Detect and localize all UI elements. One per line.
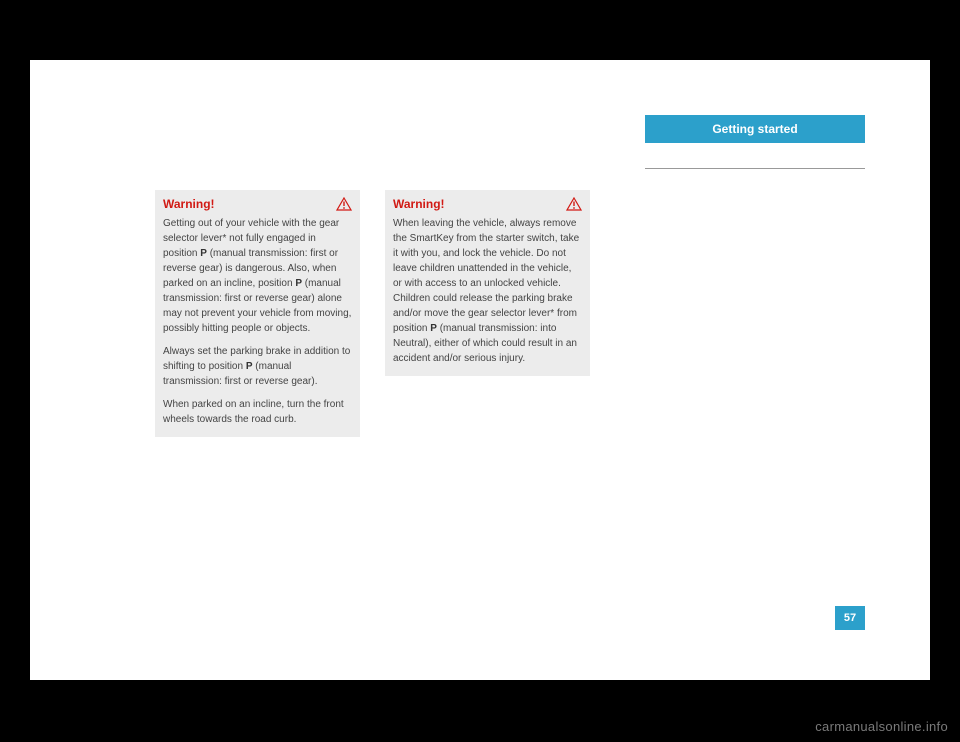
text-span: When leaving the vehicle, always remove … — [393, 218, 579, 334]
bold-p: P — [246, 361, 253, 372]
watermark: carmanualsonline.info — [815, 719, 948, 734]
warning-box-left: Warning! Getting out of your vehicle wit… — [155, 190, 360, 437]
warning-title: Warning! — [393, 197, 445, 211]
warning-header: Warning! — [155, 190, 360, 216]
bold-p: P — [295, 278, 302, 289]
warning-triangle-icon — [566, 197, 582, 211]
section-title: Getting started — [712, 122, 797, 136]
page-number-value: 57 — [844, 612, 856, 624]
warning-body: When leaving the vehicle, always remove … — [385, 216, 590, 376]
warning-paragraph: Always set the parking brake in addition… — [163, 344, 352, 389]
warning-title: Warning! — [163, 197, 215, 211]
warning-body: Getting out of your vehicle with the gea… — [155, 216, 360, 437]
warning-paragraph: When parked on an incline, turn the fron… — [163, 397, 352, 427]
warning-paragraph: Getting out of your vehicle with the gea… — [163, 216, 352, 336]
header-underline — [645, 168, 865, 169]
bold-p: P — [200, 248, 207, 259]
warning-triangle-icon — [336, 197, 352, 211]
warning-header: Warning! — [385, 190, 590, 216]
page-number: 57 — [835, 606, 865, 630]
manual-page: Getting started Warning! Getting out of … — [30, 60, 930, 680]
warning-paragraph: When leaving the vehicle, always remove … — [393, 216, 582, 366]
warning-box-right: Warning! When leaving the vehicle, alway… — [385, 190, 590, 376]
section-header: Getting started — [645, 115, 865, 143]
bold-p: P — [430, 323, 437, 334]
